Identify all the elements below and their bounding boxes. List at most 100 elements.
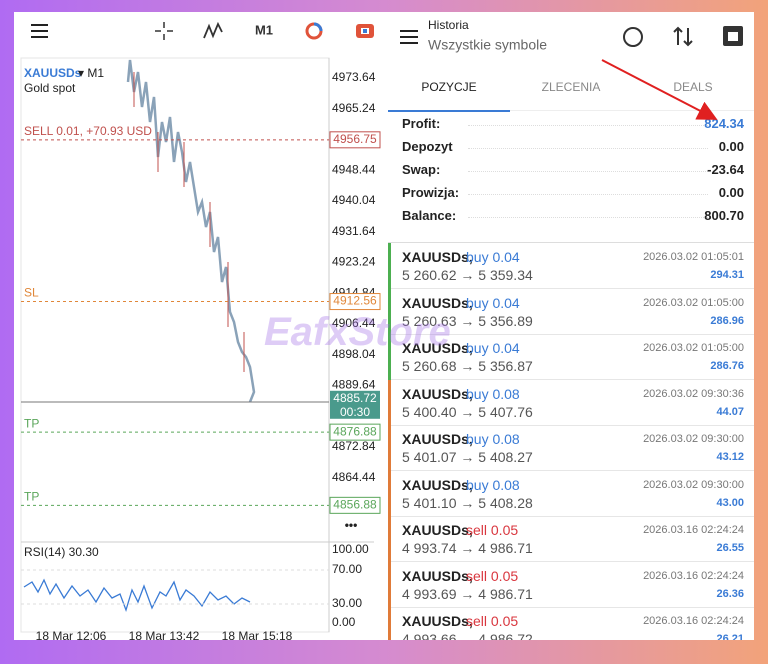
deal-profit: 26.55 [716,542,744,554]
deal-row[interactable]: XAUUSDs, buy 0.08 5 401.10 → 5 408.28 2026.… [388,470,754,517]
deal-time: 2026.03.02 09:30:00 [643,478,744,491]
rsi-label: RSI(14) 30.30 [24,545,99,559]
deal-time: 2026.03.02 01:05:00 [643,342,744,354]
deal-prices: 5 260.63 → 5 356.89 [402,312,533,329]
history-header: Historia Wszystkie symbole [400,18,743,53]
deal-time: 2026.03.16 02:24:24 [643,615,744,627]
price-label: 4898.04 [332,347,376,361]
deal-profit: 26.21 [716,633,744,640]
order-line-label: SELL 0.01, +70.93 USD [24,124,152,138]
more-button[interactable]: ••• [345,518,358,532]
wick-highlights [133,72,245,372]
symbol-description: Gold spot [24,81,76,95]
price-tag-text: 4912.56 [333,294,377,308]
summary-leader [468,217,708,218]
deal-row[interactable]: XAUUSDs, buy 0.04 5 260.63 → 5 356.89 2026.… [388,288,754,335]
tab[interactable]: POZYCJE [388,72,510,112]
history-panel: Historia Wszystkie symbole POZYCJE ZLECEN… [388,12,754,640]
deal-side-bar [388,516,391,562]
time-label: 18 Mar 13:42 [129,629,200,640]
deal-time: 2026.03.02 01:05:01 [643,251,744,263]
deal-symbol: XAUUSDs, [402,567,473,584]
deal-side: sell 0.05 [466,613,519,629]
countdown: 00:30 [340,405,370,419]
header-title: Historia [428,18,469,32]
price-tag [329,293,381,311]
menu-icon[interactable] [400,30,418,44]
header-subtitle[interactable]: Wszystkie symbole [428,37,547,53]
summary-value: 824.34 [704,116,744,131]
deal-side-bar [388,288,391,335]
deal-row[interactable]: XAUUSDs, sell 0.05 4 993.69 → 4 986.71 2026… [388,561,754,608]
deal-side: buy 0.04 [466,249,520,265]
price-label: 4864.44 [332,470,376,484]
tab[interactable]: DEALS [673,80,713,94]
price-tag-text: 4856.88 [333,498,377,512]
order-line-label: TP [24,490,39,504]
deal-prices: 5 401.10 → 5 408.28 [402,494,533,511]
deal-side: buy 0.04 [466,340,520,356]
deal-side: buy 0.08 [466,431,520,447]
deal-row[interactable]: XAUUSDs, buy 0.08 5 401.07 → 5 408.27 2026.… [388,425,754,471]
price-label: 4965.24 [332,101,376,115]
summary-value: 800.70 [704,208,744,223]
deal-time: 2026.03.02 01:05:00 [643,296,744,309]
deal-symbol: XAUUSDs, [402,613,473,629]
deal-prices: 4 993.66 → 4 986.72 [402,631,533,640]
refresh-icon[interactable] [623,27,643,47]
deal-side-bar [388,243,391,289]
summary-label: Balance: [402,208,457,223]
objects-icon[interactable] [305,22,323,40]
deal-time: 2026.03.02 09:30:00 [643,433,744,445]
price-label: 4948.44 [332,162,376,176]
deal-side-bar [388,470,391,517]
crosshair-icon[interactable] [155,22,173,40]
summary-label: Swap: [402,162,441,177]
deal-symbol: XAUUSDs, [402,385,473,402]
deal-time: 2026.03.02 09:30:36 [643,387,744,400]
deal-symbol: XAUUSDs, [402,340,473,356]
order-line-label: TP [24,416,39,430]
summary-leader [468,125,708,126]
price-candles [126,59,256,403]
deal-side-bar [388,379,391,426]
order-line-label: SL [24,286,39,300]
indicators-icon[interactable] [203,21,223,39]
deal-row[interactable]: XAUUSDs, sell 0.05 4 993.74 → 4 986.71 2026… [388,516,754,562]
price-label: 4923.24 [332,255,376,269]
deal-row[interactable]: XAUUSDs, buy 0.04 5 260.68 → 5 356.87 2026.… [388,334,754,380]
deal-symbol: XAUUSDs, [402,249,473,265]
trade-icon[interactable] [356,24,374,38]
summary-leader [468,171,708,172]
price-label: 4889.64 [332,378,376,392]
deal-row[interactable]: XAUUSDs, buy 0.04 5 260.62 → 5 359.34 2026.… [388,243,754,289]
deal-row[interactable]: XAUUSDs, sell 0.05 4 993.66 → 4 986.72 2026… [388,607,754,640]
deal-profit: 286.76 [710,360,744,372]
tab-bar: POZYCJE ZLECENIA DEALS [388,72,754,112]
price-tag-text: 4876.88 [333,424,377,438]
summary-leader [468,148,708,149]
deal-profit: 43.12 [716,451,744,463]
price-label: 4872.84 [332,439,376,453]
deal-prices: 4 993.74 → 4 986.71 [402,540,533,556]
rsi-level: 70.00 [332,562,362,576]
timeframe-button[interactable]: M1 [255,22,273,37]
price-tag [329,423,381,441]
calendar-icon[interactable] [723,26,743,46]
tab[interactable]: ZLECENIA [541,80,601,94]
deal-symbol: XAUUSDs, [402,476,473,493]
deal-prices: 5 260.62 → 5 359.34 [402,267,533,283]
summary: Profit: 824.34 Depozyt 0.00 Swap: -23.64 Prowi… [388,116,754,242]
deal-symbol: XAUUSDs, [402,431,473,447]
deal-row[interactable]: XAUUSDs, buy 0.08 5 400.40 → 5 407.76 2026.… [388,379,754,426]
summary-label: Profit: [402,116,441,131]
rsi-level: 0.00 [332,615,356,629]
chart-timeframe: ▾ M1 [78,66,104,80]
menu-icon[interactable] [31,24,48,38]
rsi-line [23,578,251,613]
summary-value: -23.64 [707,162,744,177]
price-label: 4931.64 [332,224,376,238]
sort-icon[interactable] [673,26,693,47]
deal-side: buy 0.08 [466,385,520,402]
